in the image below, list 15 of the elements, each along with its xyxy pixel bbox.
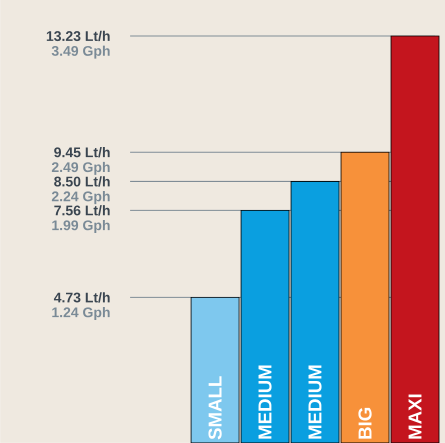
y-tick-label: 8.50 Lt/h	[54, 176, 110, 187]
text: 1.99 Gph	[52, 220, 110, 233]
y-tick-label: 4.73 Lt/h	[54, 292, 110, 302]
text: 2.24 Gph	[52, 190, 110, 204]
text: 3.49 Gph	[52, 45, 110, 58]
x-tick-label: MEDIUM	[308, 365, 322, 439]
text: 2.49 Gph	[52, 162, 110, 175]
x-tick-label: BIG	[358, 408, 372, 439]
x-tick-label: MAXI	[408, 394, 422, 439]
text: 1.24 Gph	[52, 306, 110, 320]
y-tick-label: 13.23 Lt/h	[46, 30, 110, 42]
y-tick-label: 9.45 Lt/h	[54, 146, 110, 158]
x-tick-label: MEDIUM	[258, 365, 272, 439]
y-tick-label: 7.56 Lt/h	[54, 205, 110, 216]
x-tick-label: SMALL	[208, 376, 222, 440]
